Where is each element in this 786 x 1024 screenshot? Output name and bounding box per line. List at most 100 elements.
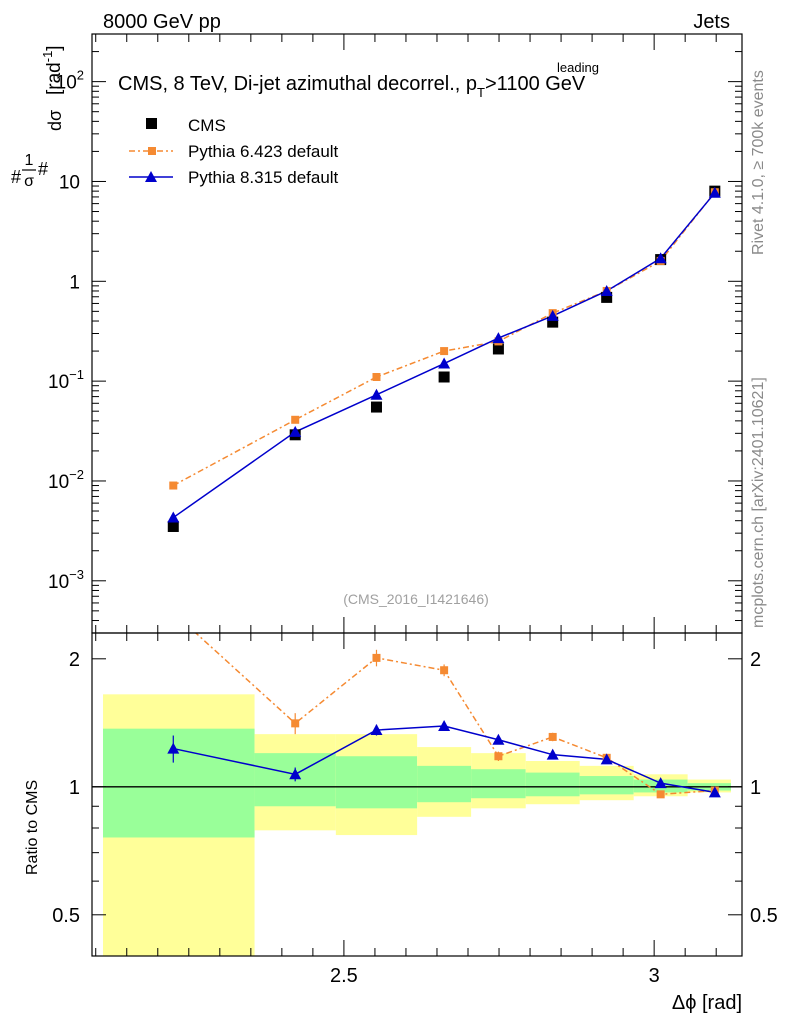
ratio-point-pythia-6-423-default xyxy=(494,752,503,761)
point-cms xyxy=(370,401,382,413)
analysis-id: (CMS_2016_I1421646) xyxy=(343,591,489,607)
uncertainty-bands xyxy=(103,694,731,956)
ylabel-unit-close: ] xyxy=(44,45,65,50)
line-pythia-6-423-default xyxy=(172,191,716,487)
point-cms xyxy=(167,520,179,532)
chart-title: CMS, 8 TeV, Di-jet azimuthal decorrel., … xyxy=(118,73,586,100)
point-pythia-8-315-default xyxy=(438,357,451,369)
y-tick-label-exp: −3 xyxy=(69,567,84,582)
point-cms xyxy=(438,371,450,383)
ratio-point-pythia-8-315-default xyxy=(708,786,721,798)
ratio-tick-label-right: 1 xyxy=(750,777,761,799)
ratio-point-pythia-8-315-default xyxy=(289,768,302,780)
ratio-point-pythia-6-423-default xyxy=(548,732,557,741)
line-pythia-8-315-default xyxy=(172,192,716,519)
ratio-point-pythia-8-315-default xyxy=(546,748,559,760)
point-pythia-8-315-default xyxy=(289,425,302,437)
ratio-point-pythia-6-423-default xyxy=(656,790,665,799)
point-pythia-8-315-default xyxy=(492,332,505,344)
ylabel-dsigma: dσ xyxy=(45,110,65,131)
y-tick-label-base: 10 xyxy=(48,472,69,493)
main-ylabel: # 1 σ # dσ [rad-1] xyxy=(11,45,65,190)
ratio-point-pythia-6-423-default xyxy=(440,666,449,675)
ratio-point-pythia-8-315-default xyxy=(654,777,667,789)
ratio-tick-label-left: 2 xyxy=(69,649,80,671)
y-tick-label-base: 10 xyxy=(59,172,80,193)
x-tick-label: 3 xyxy=(649,965,660,987)
legend-entry-pythia6: Pythia 6.423 default xyxy=(129,142,339,161)
legend-label-cms: CMS xyxy=(188,116,226,135)
y-tick-label-base: 10 xyxy=(48,372,69,393)
y-tick-label-base: 10 xyxy=(48,572,69,593)
legend-marker-pythia8 xyxy=(145,171,157,182)
point-pythia-8-315-default xyxy=(546,309,559,321)
y-tick-label: 10 xyxy=(59,172,80,193)
band-green xyxy=(103,728,255,838)
ratio-frame xyxy=(91,632,743,957)
point-cms xyxy=(601,291,613,303)
ratio-point-pythia-8-315-default xyxy=(370,724,383,736)
title-main: CMS, 8 TeV, Di-jet azimuthal decorrel., … xyxy=(118,73,477,95)
ylabel-unit-exp: -1 xyxy=(40,51,55,63)
ratio-point-pythia-6-423-default xyxy=(372,653,381,662)
point-pythia-8-315-default xyxy=(654,252,667,264)
ratio-ylabel: Ratio to CMS xyxy=(24,780,41,875)
title-sup: leading xyxy=(557,60,599,75)
data-markers xyxy=(167,185,721,799)
header-left: 8000 GeV pp xyxy=(103,11,221,33)
ratio-tick-label-left: 0.5 xyxy=(52,905,80,927)
title-sub: T xyxy=(477,85,485,100)
y-tick-label-base: 10 xyxy=(56,73,77,94)
band-green xyxy=(471,769,526,799)
point-pythia-6-423-default xyxy=(169,481,178,490)
y-tick-label: 10−1 xyxy=(48,367,84,393)
point-pythia-6-423-default xyxy=(372,373,381,382)
band-green xyxy=(335,756,418,809)
y-tick-label: 1 xyxy=(69,272,80,293)
point-pythia-6-423-default xyxy=(291,415,300,424)
band-green xyxy=(579,776,634,795)
y-tick-label-exp: 2 xyxy=(77,68,84,83)
legend-label-pythia8: Pythia 8.315 default xyxy=(188,168,339,187)
point-pythia-6-423-default xyxy=(440,347,449,356)
ylabel-unit: [rad-1] xyxy=(40,45,65,95)
y-tick-label-exp: −1 xyxy=(69,367,84,382)
point-cms xyxy=(547,316,559,328)
ratio-point-pythia-8-315-default xyxy=(438,719,451,731)
legend-entry-cms: CMS xyxy=(146,116,226,135)
legend: CMS Pythia 6.423 default Pythia 8.315 de… xyxy=(129,116,339,187)
ratio-point-pythia-8-315-default xyxy=(492,733,505,745)
y-tick-label: 10−3 xyxy=(48,567,84,593)
legend-marker-pythia6 xyxy=(148,147,156,155)
axis-ticks xyxy=(92,33,742,956)
y-tick-label: 10−2 xyxy=(48,467,84,493)
band-green xyxy=(525,772,580,797)
header-right: Jets xyxy=(693,11,730,33)
point-pythia-8-315-default xyxy=(600,284,613,296)
ratio-tick-label-right: 0.5 xyxy=(750,905,778,927)
ylabel-hash1: # xyxy=(11,167,21,187)
ratio-point-pythia-8-315-default xyxy=(167,742,180,754)
point-pythia-8-315-default xyxy=(370,388,383,400)
ratio-point-pythia-8-315-default xyxy=(600,753,613,765)
x-tick-label: 2.5 xyxy=(330,965,358,987)
y-tick-label-base: 1 xyxy=(69,272,80,293)
mcplots-label: mcplots.cern.ch [arXiv:2401.10621] xyxy=(750,377,767,628)
rivet-label: Rivet 4.1.0, ≥ 700k events xyxy=(750,70,767,255)
point-pythia-8-315-default xyxy=(167,511,180,523)
legend-marker-cms xyxy=(146,118,157,129)
xlabel: Δϕ [rad] xyxy=(672,992,742,1014)
legend-entry-pythia8: Pythia 8.315 default xyxy=(129,168,339,187)
ratio-point-pythia-6-423-default xyxy=(291,719,300,728)
y-tick-label: 102 xyxy=(56,68,84,94)
ratio-tick-label-right: 2 xyxy=(750,649,761,671)
ylabel-one: 1 xyxy=(25,152,34,169)
point-pythia-8-315-default xyxy=(708,186,721,198)
band-green xyxy=(417,765,472,803)
y-tick-label-exp: −2 xyxy=(69,467,84,482)
ylabel-sigma: σ xyxy=(24,173,34,190)
title-tail: >1100 GeV xyxy=(485,73,586,95)
ylabel-unit-open: [rad xyxy=(44,62,65,95)
